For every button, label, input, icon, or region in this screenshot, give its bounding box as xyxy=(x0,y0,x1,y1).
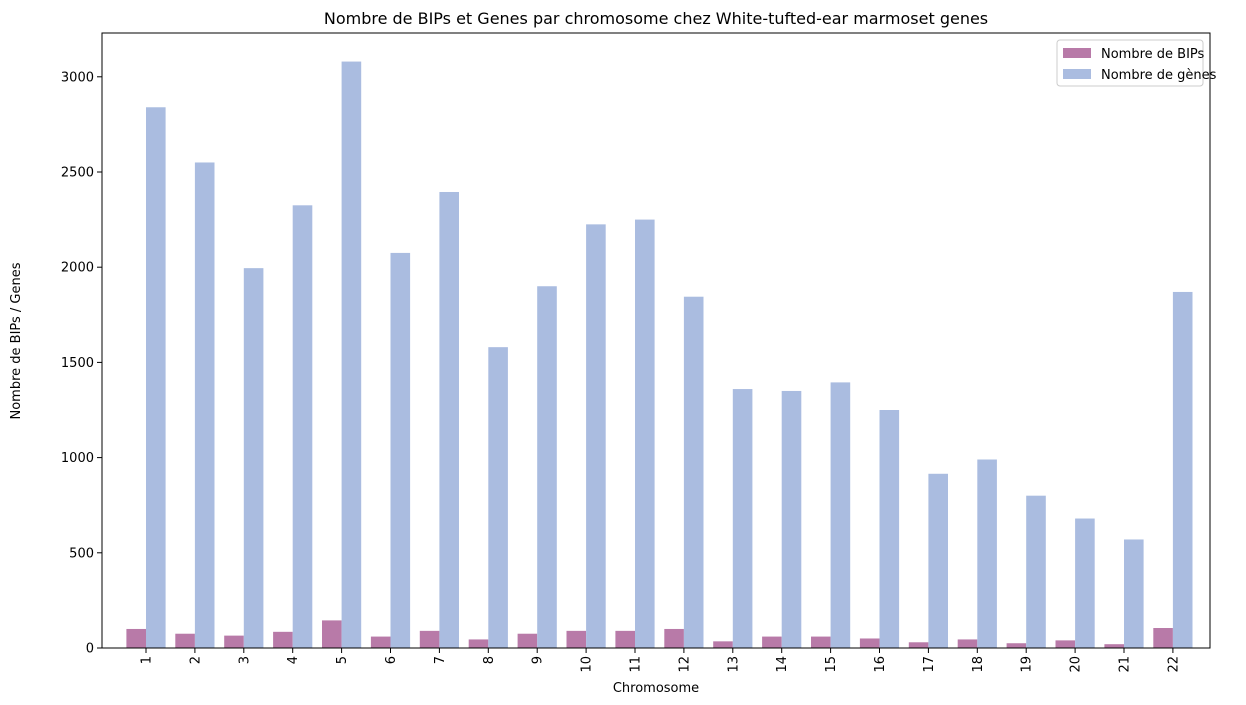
gene-bar-13 xyxy=(732,389,753,648)
y-tick-label: 3000 xyxy=(61,70,94,85)
gene-bar-2 xyxy=(194,162,215,648)
bip-bar-19 xyxy=(1006,643,1027,648)
bip-bar-11 xyxy=(615,630,635,648)
x-tick-label: 18 xyxy=(971,656,986,673)
gene-bar-21 xyxy=(1124,539,1144,648)
gene-bar-9 xyxy=(537,286,557,648)
y-tick-label: 2500 xyxy=(61,165,94,180)
bip-bar-8 xyxy=(468,639,489,648)
plot-frame xyxy=(101,32,1211,649)
gene-bar-18 xyxy=(977,459,997,648)
legend-swatch-genes xyxy=(1063,69,1091,79)
x-tick-label: 13 xyxy=(726,656,741,673)
gene-bar-19 xyxy=(1026,495,1046,648)
x-tick-label: 12 xyxy=(677,656,692,673)
y-tick-label: 2000 xyxy=(61,261,94,276)
y-tick-label: 500 xyxy=(69,546,94,561)
bip-bar-18 xyxy=(957,639,978,648)
gene-bar-1 xyxy=(146,107,166,648)
bip-bar-16 xyxy=(859,638,880,648)
x-tick-label: 9 xyxy=(531,656,546,664)
gene-bar-17 xyxy=(928,473,948,648)
legend-label-genes: Nombre de gènes xyxy=(1101,68,1217,83)
x-tick-label: 6 xyxy=(384,656,399,664)
chart-title: Nombre de BIPs et Genes par chromosome c… xyxy=(324,9,988,28)
gene-bar-10 xyxy=(586,224,606,648)
x-tick-label: 5 xyxy=(335,656,350,664)
y-tick-label: 1500 xyxy=(61,356,94,371)
x-tick-label: 11 xyxy=(629,656,644,673)
bip-bar-2 xyxy=(175,633,195,648)
x-tick-label: 16 xyxy=(873,656,888,673)
legend-box xyxy=(1056,39,1204,87)
bip-bar-15 xyxy=(811,636,831,648)
bip-bar-1 xyxy=(126,628,146,648)
y-tick-label: 0 xyxy=(86,642,94,657)
bip-bar-7 xyxy=(419,630,440,648)
gene-bar-5 xyxy=(341,61,362,649)
legend-swatch-bips xyxy=(1063,48,1091,58)
x-tick-label: 4 xyxy=(286,656,301,664)
bip-bar-10 xyxy=(566,630,587,648)
gene-bar-7 xyxy=(439,191,459,649)
x-tick-label: 15 xyxy=(824,656,839,673)
bip-bar-14 xyxy=(762,636,782,648)
bip-bar-20 xyxy=(1055,640,1076,648)
bip-bar-13 xyxy=(713,641,733,648)
x-tick-label: 17 xyxy=(922,656,937,673)
bip-bar-21 xyxy=(1104,644,1124,648)
bip-bar-9 xyxy=(517,633,538,648)
legend-label-bips: Nombre de BIPs xyxy=(1101,47,1205,62)
x-tick-label: 10 xyxy=(580,656,595,673)
gene-bar-4 xyxy=(292,205,313,648)
bip-bar-6 xyxy=(370,636,391,648)
gene-bar-12 xyxy=(683,296,704,648)
gene-bar-6 xyxy=(390,252,411,648)
x-axis-title: Chromosome xyxy=(613,681,699,696)
gene-bar-20 xyxy=(1075,518,1095,648)
x-tick-label: 20 xyxy=(1069,656,1084,673)
gene-bar-3 xyxy=(243,268,264,648)
x-tick-label: 22 xyxy=(1166,656,1181,673)
gene-bar-22 xyxy=(1172,291,1193,648)
gene-bar-14 xyxy=(781,390,802,648)
bip-bar-5 xyxy=(322,620,342,648)
x-tick-label: 8 xyxy=(482,656,497,664)
bip-bar-17 xyxy=(908,642,929,648)
x-tick-label: 3 xyxy=(237,656,252,664)
bip-bar-4 xyxy=(273,631,293,648)
x-tick-label: 14 xyxy=(775,656,790,673)
y-tick-label: 1000 xyxy=(61,451,94,466)
gene-bar-15 xyxy=(830,382,851,648)
x-tick-label: 2 xyxy=(188,656,203,664)
x-tick-label: 7 xyxy=(433,656,448,664)
x-tick-label: 1 xyxy=(140,656,155,664)
bip-bar-22 xyxy=(1153,628,1173,648)
gene-bar-11 xyxy=(635,219,655,648)
bip-bar-3 xyxy=(224,635,244,648)
legend: Nombre de BIPs Nombre de gènes xyxy=(1056,39,1217,87)
gene-bar-8 xyxy=(488,347,508,648)
x-tick-label: 19 xyxy=(1020,656,1035,673)
gene-bar-16 xyxy=(879,410,900,648)
bip-bar-12 xyxy=(664,628,684,648)
x-tick-label: 21 xyxy=(1118,656,1133,673)
y-axis-title: Nombre de BIPs / Genes xyxy=(9,262,24,419)
